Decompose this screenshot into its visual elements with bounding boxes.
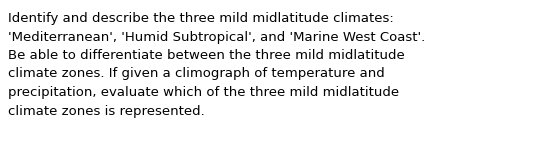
Text: Identify and describe the three mild midlatitude climates:
'Mediterranean', 'Hum: Identify and describe the three mild mid… — [8, 12, 425, 118]
